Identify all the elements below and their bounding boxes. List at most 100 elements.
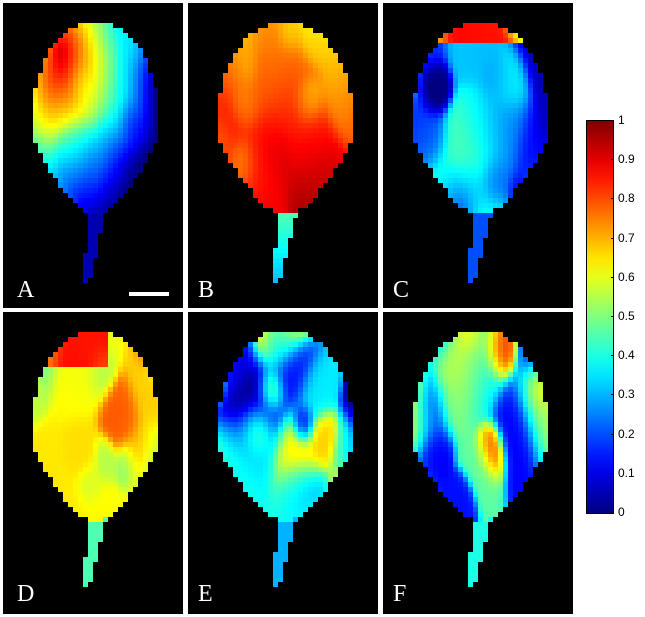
heatmap-cell: [518, 347, 523, 352]
heatmap-cell: [313, 452, 318, 457]
heatmap-cell: [263, 188, 268, 193]
heatmap-cell: [143, 377, 148, 382]
heatmap-cell: [418, 427, 423, 432]
heatmap-cell: [513, 153, 518, 158]
heatmap-cell: [523, 63, 528, 68]
heatmap-cell: [63, 78, 68, 83]
heatmap-cell: [503, 118, 508, 123]
heatmap-cell: [48, 357, 53, 362]
heatmap-cell: [433, 372, 438, 377]
heatmap-cell: [223, 143, 228, 148]
heatmap-cell: [488, 397, 493, 402]
heatmap-cell: [278, 452, 283, 457]
heatmap-cell: [108, 158, 113, 163]
heatmap-cell: [288, 337, 293, 342]
heatmap-cell: [318, 387, 323, 392]
heatmap-cell: [108, 427, 113, 432]
heatmap-cell: [253, 68, 258, 73]
heatmap-cell: [108, 93, 113, 98]
heatmap-cell: [148, 377, 153, 382]
heatmap-cell: [458, 427, 463, 432]
heatmap-cell: [458, 402, 463, 407]
heatmap-cell: [438, 472, 443, 477]
heatmap-cell: [148, 128, 153, 133]
heatmap-cell: [93, 522, 98, 527]
heatmap-cell: [433, 437, 438, 442]
heatmap-cell: [133, 153, 138, 158]
heatmap-cell: [138, 58, 143, 63]
heatmap-cell: [323, 138, 328, 143]
heatmap-cell: [238, 387, 243, 392]
heatmap-cell: [253, 362, 258, 367]
heatmap-cell: [38, 422, 43, 427]
heatmap-cell: [508, 83, 513, 88]
heatmap-cell: [313, 422, 318, 427]
heatmap-cell: [83, 138, 88, 143]
heatmap-cell: [88, 33, 93, 38]
heatmap-cell: [93, 113, 98, 118]
heatmap-cell: [253, 173, 258, 178]
heatmap-cell: [88, 487, 93, 492]
heatmap-cell: [503, 58, 508, 63]
heatmap-cell: [263, 143, 268, 148]
heatmap-cell: [478, 158, 483, 163]
heatmap-cell: [123, 382, 128, 387]
heatmap-cell: [268, 507, 273, 512]
heatmap-cell: [93, 552, 98, 557]
heatmap-cell: [68, 158, 73, 163]
heatmap-cell: [488, 337, 493, 342]
heatmap-cell: [78, 457, 83, 462]
heatmap-cell: [93, 143, 98, 148]
heatmap-cell: [478, 427, 483, 432]
heatmap-cell: [488, 198, 493, 203]
heatmap-cell: [458, 447, 463, 452]
heatmap-cell: [478, 73, 483, 78]
heatmap-cell: [283, 437, 288, 442]
heatmap-cell: [343, 457, 348, 462]
heatmap-cell: [303, 88, 308, 93]
heatmap-cell: [283, 542, 288, 547]
heatmap-cell: [438, 482, 443, 487]
heatmap-cell: [88, 442, 93, 447]
heatmap-cell: [298, 98, 303, 103]
heatmap-cell: [123, 178, 128, 183]
heatmap-cell: [118, 33, 123, 38]
heatmap-cell: [293, 462, 298, 467]
heatmap-cell: [438, 447, 443, 452]
heatmap-cell: [333, 58, 338, 63]
heatmap-cell: [133, 103, 138, 108]
heatmap-cell: [493, 507, 498, 512]
heatmap-cell: [293, 512, 298, 517]
heatmap-cell: [263, 442, 268, 447]
heatmap-cell: [328, 53, 333, 58]
heatmap-cell: [478, 208, 483, 213]
heatmap-cell: [523, 93, 528, 98]
heatmap-cell: [148, 402, 153, 407]
heatmap-cell: [438, 88, 443, 93]
heatmap-cell: [93, 83, 98, 88]
heatmap-cell: [273, 263, 278, 268]
heatmap-cell: [463, 133, 468, 138]
heatmap-cell: [528, 392, 533, 397]
heatmap-cell: [418, 402, 423, 407]
heatmap-cell: [308, 357, 313, 362]
heatmap-cell: [153, 397, 158, 402]
heatmap-cell: [303, 48, 308, 53]
heatmap-cell: [53, 412, 58, 417]
heatmap-cell: [468, 263, 473, 268]
heatmap-cell: [473, 397, 478, 402]
heatmap-cell: [148, 457, 153, 462]
heatmap-cell: [348, 93, 353, 98]
heatmap-cell: [63, 482, 68, 487]
heatmap-cell: [48, 63, 53, 68]
heatmap-cell: [503, 392, 508, 397]
heatmap-cell: [83, 53, 88, 58]
heatmap-cell: [83, 497, 88, 502]
heatmap-cell: [423, 392, 428, 397]
heatmap-cell: [123, 492, 128, 497]
heatmap-cell: [88, 178, 93, 183]
heatmap-cell: [98, 392, 103, 397]
heatmap-cell: [468, 248, 473, 253]
heatmap-cell: [58, 58, 63, 63]
heatmap-cell: [238, 382, 243, 387]
